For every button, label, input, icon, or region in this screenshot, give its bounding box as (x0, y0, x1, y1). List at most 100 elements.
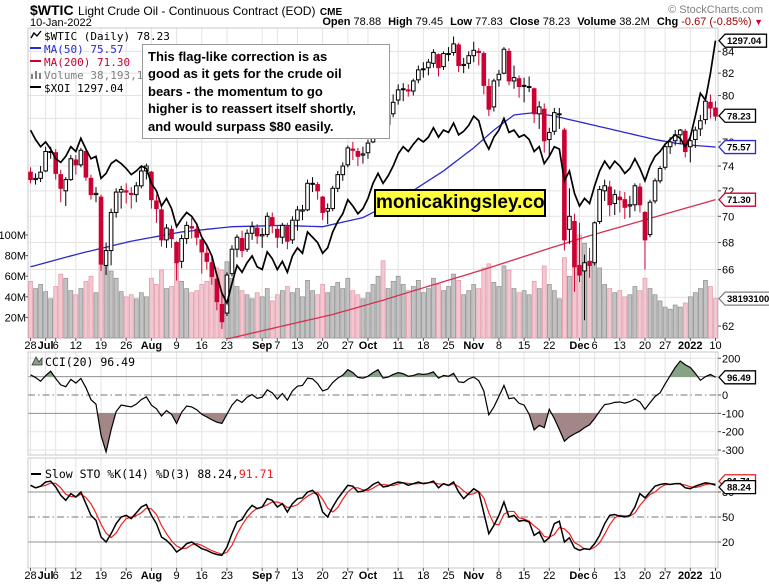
svg-text:13: 13 (291, 340, 303, 352)
svg-text:Jul: Jul (38, 570, 54, 582)
legend-row: $WTIC (Daily) 78.23 (30, 30, 170, 43)
main-chart-legend: $WTIC (Daily) 78.23 MA(50) 75.57 MA(200) 7… (30, 30, 170, 95)
svg-text:18: 18 (417, 340, 429, 352)
svg-text:Dec: Dec (569, 570, 589, 582)
watermark-badge: monicakingsley.co (374, 189, 546, 217)
axis-tag (718, 139, 757, 155)
stochastic-series (30, 480, 716, 557)
svg-text:27: 27 (342, 340, 354, 352)
svg-text:Nov: Nov (463, 570, 485, 582)
svg-text:Sep: Sep (252, 340, 272, 352)
volume-bars-icon (30, 69, 44, 82)
svg-text:80: 80 (722, 91, 734, 103)
symbol-label: $WTIC (30, 2, 74, 18)
svg-text:27: 27 (659, 570, 671, 582)
exchange-label: CME (319, 7, 343, 18)
svg-text:15: 15 (518, 570, 530, 582)
axis-tag (718, 33, 768, 48)
svg-text:-100: -100 (722, 408, 744, 420)
svg-text:6: 6 (592, 340, 598, 352)
quote-field-value: 78.88 (353, 16, 382, 28)
svg-text:8: 8 (496, 570, 502, 582)
quote-field-label: Volume (577, 16, 620, 28)
sto-k-label: Slow STO %K(14) %D(3) 88.24, (45, 467, 239, 481)
svg-text:20: 20 (317, 570, 329, 582)
svg-text:28: 28 (24, 570, 36, 582)
cci-legend-label: CCI(20) 96.49 (45, 355, 136, 369)
svg-text:22: 22 (543, 570, 555, 582)
quote-field-label: Close (509, 16, 543, 28)
svg-text:100M: 100M (0, 230, 26, 242)
svg-text:40M: 40M (5, 292, 26, 304)
svg-text:71.30: 71.30 (727, 195, 751, 206)
main-panel-series (28, 36, 718, 339)
svg-text:78.23: 78.23 (727, 111, 751, 122)
symbol-name: Light Crude Oil - Continuous Contract (E… (78, 4, 316, 18)
svg-text:70: 70 (722, 211, 734, 223)
svg-text:80M: 80M (5, 251, 26, 263)
svg-text:88.24: 88.24 (727, 483, 751, 494)
svg-text:74: 74 (722, 161, 734, 173)
svg-text:12: 12 (70, 570, 82, 582)
chart-title: $WTIC Light Crude Oil - Continuous Contr… (30, 2, 342, 20)
ma-line-icon (30, 43, 44, 56)
svg-text:75.57: 75.57 (727, 143, 751, 154)
svg-text:82: 82 (722, 68, 734, 80)
cci-mountain-icon (31, 355, 45, 369)
svg-text:9: 9 (174, 570, 180, 582)
svg-text:6: 6 (53, 340, 59, 352)
svg-text:16: 16 (196, 570, 208, 582)
quote-chg-value: -0.67 (-0.85%) (681, 16, 752, 28)
svg-text:19: 19 (95, 570, 107, 582)
cci-legend: CCI(20) 96.49 (31, 355, 135, 369)
svg-text:11: 11 (392, 340, 403, 352)
svg-text:20: 20 (722, 537, 734, 549)
legend-row: $XOI 1297.04 (30, 82, 170, 95)
svg-text:26: 26 (120, 570, 132, 582)
ma-line-icon (30, 82, 44, 95)
quote-chg-label: Chg (656, 16, 682, 28)
svg-text:12: 12 (70, 340, 82, 352)
sto-d-value: 91.71 (238, 467, 274, 481)
quote-field-value: 79.45 (415, 16, 444, 28)
svg-text:20: 20 (317, 340, 329, 352)
quote-field-label: High (388, 16, 416, 28)
svg-text:-300: -300 (722, 445, 744, 457)
ma200-line (224, 199, 716, 339)
svg-text:Oct: Oct (359, 570, 378, 582)
svg-text:96.49: 96.49 (727, 373, 751, 384)
legend-row: MA(50) 75.57 (30, 43, 170, 56)
axis-tag (718, 370, 757, 385)
svg-text:9: 9 (174, 340, 180, 352)
svg-text:-200: -200 (722, 427, 744, 439)
svg-text:25: 25 (442, 340, 454, 352)
svg-text:62: 62 (722, 321, 734, 333)
ma-line-icon (30, 56, 44, 69)
quote-field-value: 77.83 (475, 16, 503, 28)
svg-text:20M: 20M (5, 312, 26, 324)
price-series-icon (30, 30, 44, 43)
chg-down-arrow-icon: ▼ (751, 17, 763, 27)
cci-line (30, 360, 716, 455)
svg-text:19: 19 (95, 340, 107, 352)
svg-text:6: 6 (53, 570, 59, 582)
svg-text:23: 23 (221, 570, 233, 582)
svg-text:8: 8 (496, 340, 502, 352)
svg-text:1297.04: 1297.04 (727, 36, 762, 47)
svg-text:23: 23 (221, 340, 233, 352)
cci-series (30, 360, 716, 455)
svg-text:66: 66 (722, 265, 734, 277)
svg-text:13: 13 (614, 570, 626, 582)
svg-text:Jul: Jul (38, 340, 54, 352)
svg-text:0: 0 (722, 390, 728, 402)
axis-tag (718, 479, 757, 495)
quote-field-value: 38.2M (619, 16, 650, 28)
svg-text:13: 13 (614, 340, 626, 352)
svg-text:Sep: Sep (252, 570, 272, 582)
svg-text:38193100: 38193100 (727, 294, 769, 305)
axis-tag (718, 291, 769, 306)
svg-text:25: 25 (442, 570, 454, 582)
legend-row-label: $XOI 1297.04 (44, 82, 124, 95)
svg-text:7: 7 (274, 340, 280, 352)
